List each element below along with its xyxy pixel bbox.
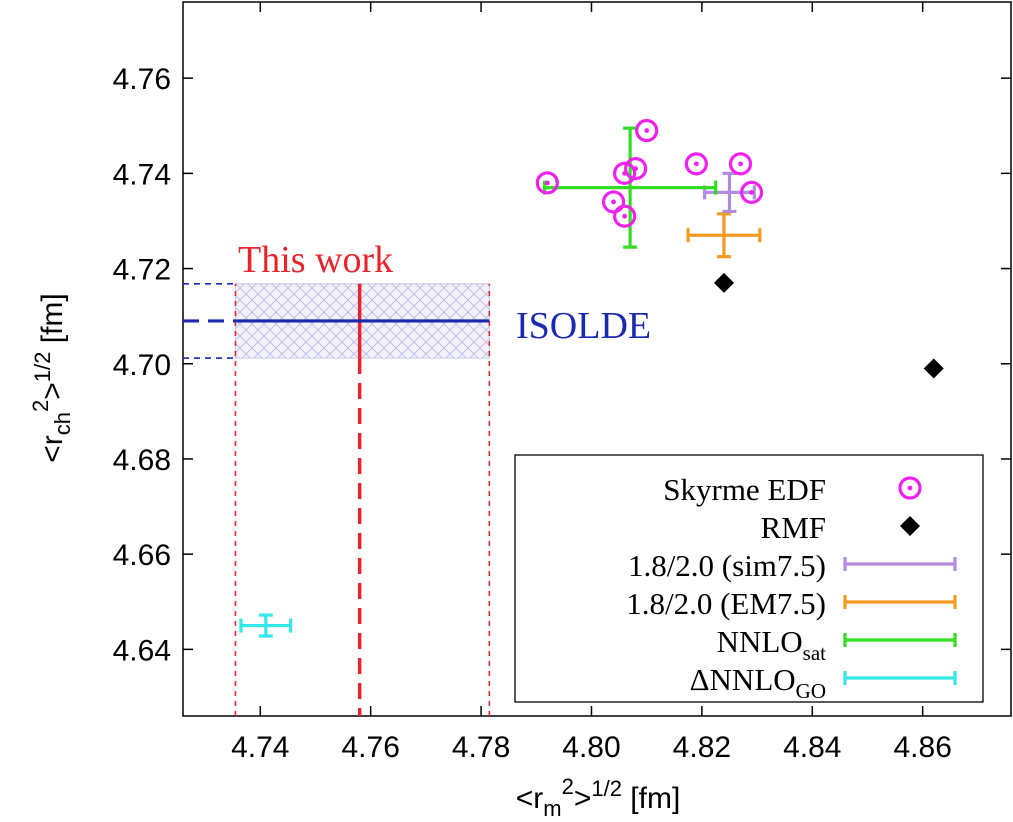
legend-label-sim75: 1.8/2.0 (sim7.5)	[628, 548, 826, 583]
legend-marker-rmf	[900, 516, 920, 536]
skyrme-edf-point-dot	[611, 199, 616, 205]
x-tick-label: 4.78	[452, 731, 510, 764]
skyrme-edf-point	[739, 180, 764, 204]
skyrme-edf-point	[728, 152, 753, 176]
y-axis-title: <rch2>1/2 [fm]	[28, 293, 75, 462]
x-tick-label: 4.80	[562, 731, 620, 764]
skyrme-edf-point-dot	[693, 161, 699, 167]
x-tick-label: 4.84	[783, 731, 841, 764]
plot-area-frame	[182, 1, 1012, 717]
skyrme-edf-point-dot	[622, 213, 627, 219]
skyrme-edf-point-dot	[749, 190, 754, 195]
this-work-label: This work	[238, 239, 393, 281]
legend-marker-skyrme	[898, 476, 922, 500]
y-tick-label: 4.66	[113, 539, 171, 572]
y-tick-label: 4.76	[113, 63, 171, 96]
x-tick-label: 4.76	[341, 731, 399, 764]
y-tick-label: 4.64	[113, 634, 171, 667]
skyrme-edf-point	[535, 171, 559, 195]
skyrme-edf-point	[684, 152, 708, 176]
isolde-label: ISOLDE	[516, 305, 651, 347]
skyrme-edf-point	[624, 157, 648, 181]
y-tick-label: 4.68	[113, 444, 171, 477]
skyrme-edf-point	[601, 190, 626, 214]
rmf-point	[713, 272, 734, 293]
x-tick-label: 4.74	[231, 731, 289, 764]
y-tick-label: 4.72	[113, 254, 171, 287]
legend-label-nnlo_sat: NNLOsat	[717, 624, 827, 665]
legend-marker-skyrme-dot	[907, 485, 913, 491]
x-tick-label: 4.82	[673, 731, 731, 764]
legend-label-em75: 1.8/2.0 (EM7.5)	[626, 586, 826, 621]
ticks: 4.74 4.76 4.78 4.80 4.82 4.84 4.86 4.64 4.66 4.68…	[113, 2, 1011, 764]
rmf-point	[923, 358, 944, 379]
skyrme-edf-point-dot	[544, 180, 550, 186]
y-tick-label: 4.74	[113, 158, 171, 191]
data-marks	[239, 118, 944, 638]
skyrme-edf-point-dot	[633, 166, 639, 172]
legend-label-dnnlo_go: ΔNNLOGO	[690, 662, 826, 703]
skyrme-edf-point	[635, 118, 659, 143]
reference-bands	[183, 282, 491, 716]
skyrme-edf-point-dot	[644, 128, 650, 133]
legend-label-rmf: RMF	[761, 510, 826, 545]
skyrme-edf-point	[612, 204, 637, 228]
x-axis-title: <rm2>1/2 [fm]	[516, 774, 681, 821]
y-tick-label: 4.70	[113, 349, 171, 382]
legend-label-skyrme: Skyrme EDF	[663, 472, 826, 507]
x-tick-label: 4.86	[893, 731, 951, 764]
skyrme-edf-point	[612, 161, 637, 185]
skyrme-edf-point-dot	[738, 161, 743, 167]
